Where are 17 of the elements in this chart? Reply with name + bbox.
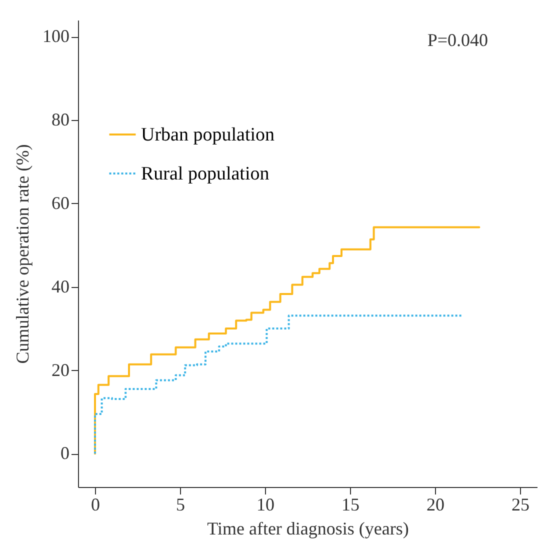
y-tick-label: 60 [52, 192, 70, 213]
y-tick-label: 100 [42, 26, 70, 46]
x-tick-label: 20 [426, 494, 444, 514]
x-tick-label: 10 [256, 494, 274, 514]
annotation: P=0.040 [427, 30, 488, 50]
x-axis-title: Time after diagnosis (years) [207, 518, 409, 538]
y-tick-label: 20 [52, 360, 70, 380]
y-tick-label: 0 [60, 443, 70, 464]
x-tick-label: 25 [512, 494, 530, 514]
y-axis-title: Cumulative operation rate (%) [12, 144, 32, 364]
x-tick-label: 15 [342, 494, 360, 514]
legend-label: Urban population [141, 124, 275, 146]
y-tick-label: 40 [52, 276, 70, 296]
x-tick-label: 0 [91, 494, 100, 514]
legend-label: Rural population [141, 164, 270, 184]
y-tick-label: 80 [52, 110, 70, 130]
x-tick-label: 5 [176, 494, 185, 514]
